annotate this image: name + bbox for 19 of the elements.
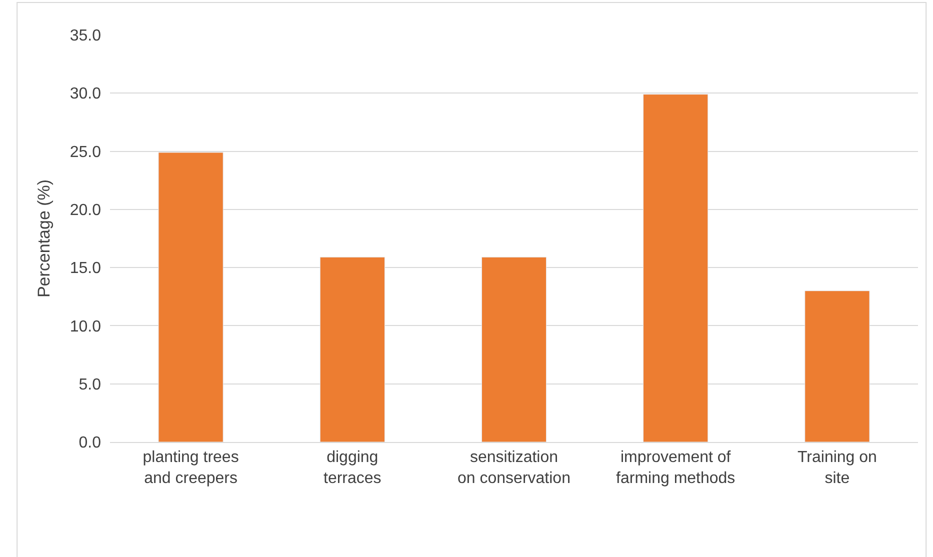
y-tick-label: 20.0 (70, 202, 102, 220)
x-tick-label: digging terraces (324, 449, 382, 487)
y-tick-label: 25.0 (70, 144, 102, 161)
x-tick-label: planting trees and creepers (142, 449, 239, 487)
x-tick-label: Training on site (797, 449, 877, 487)
y-tick-label: 10.0 (70, 318, 102, 336)
bar (804, 290, 870, 442)
bar (320, 256, 385, 442)
y-tick-label: 0.0 (78, 434, 102, 452)
bar (481, 256, 547, 442)
y-tick-label: 30.0 (70, 86, 102, 103)
y-axis-title: Percentage (%) (34, 179, 54, 298)
y-tick-label: 5.0 (78, 376, 102, 394)
x-tick-label: sensitization on conservation (458, 449, 570, 487)
y-tick-label: 15.0 (70, 260, 102, 278)
y-tick-label: 35.0 (70, 28, 102, 45)
bar (643, 94, 708, 442)
bar (158, 152, 224, 442)
x-tick-label: improvement of farming methods (616, 449, 736, 487)
